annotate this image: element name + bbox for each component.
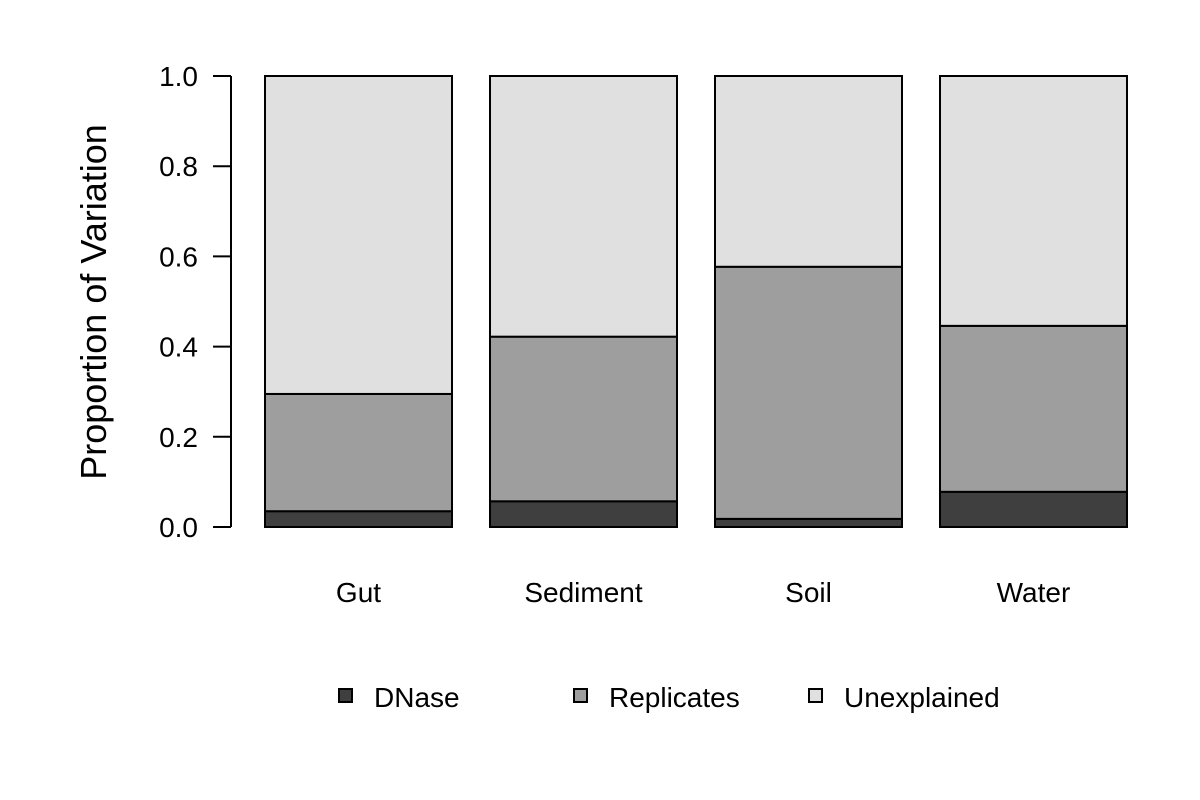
legend-label-unexplained: Unexplained (844, 682, 1000, 713)
y-tick-label: 0.8 (159, 151, 198, 182)
bar-segment-dnase-water (939, 490, 1128, 528)
x-tick-label: Gut (336, 577, 381, 608)
x-tick-label: Water (997, 577, 1071, 608)
legend-label-replicates: Replicates (609, 682, 740, 713)
bar-segment-dnase-soil (714, 517, 903, 529)
bar-segment-unexplained-gut (264, 75, 453, 395)
bar-segment-unexplained-soil (714, 75, 903, 268)
y-tick-label: 0.2 (159, 422, 198, 453)
bar-segment-replicates-soil (714, 265, 903, 520)
legend-swatch-dnase (338, 688, 353, 703)
bar-segment-replicates-gut (264, 392, 453, 513)
legend: DNase Replicates Unexplained (338, 682, 1000, 713)
bar-segment-dnase-gut (264, 510, 453, 528)
y-tick-label: 0.6 (159, 241, 198, 272)
bar-segment-replicates-sediment (489, 335, 678, 503)
y-axis: 0.0 0.2 0.4 0.6 0.8 1.0 (159, 61, 232, 543)
y-tick-label: 1.0 (159, 61, 198, 92)
bars (264, 75, 1128, 529)
legend-swatch-unexplained (808, 688, 823, 703)
legend-swatch-replicates (573, 688, 588, 703)
bar-segment-unexplained-water (939, 75, 1128, 327)
x-tick-label: Soil (785, 577, 832, 608)
bar-segment-dnase-sediment (489, 500, 678, 528)
x-axis-labels: Gut Sediment Soil Water (336, 577, 1070, 608)
y-tick-label: 0.0 (159, 512, 198, 543)
legend-label-dnase: DNase (374, 682, 460, 713)
y-tick-label: 0.4 (159, 332, 198, 363)
bar-segment-unexplained-sediment (489, 75, 678, 338)
y-axis-label: Proportion of Variation (73, 124, 114, 480)
bar-segment-replicates-water (939, 324, 1128, 493)
x-tick-label: Sediment (524, 577, 643, 608)
